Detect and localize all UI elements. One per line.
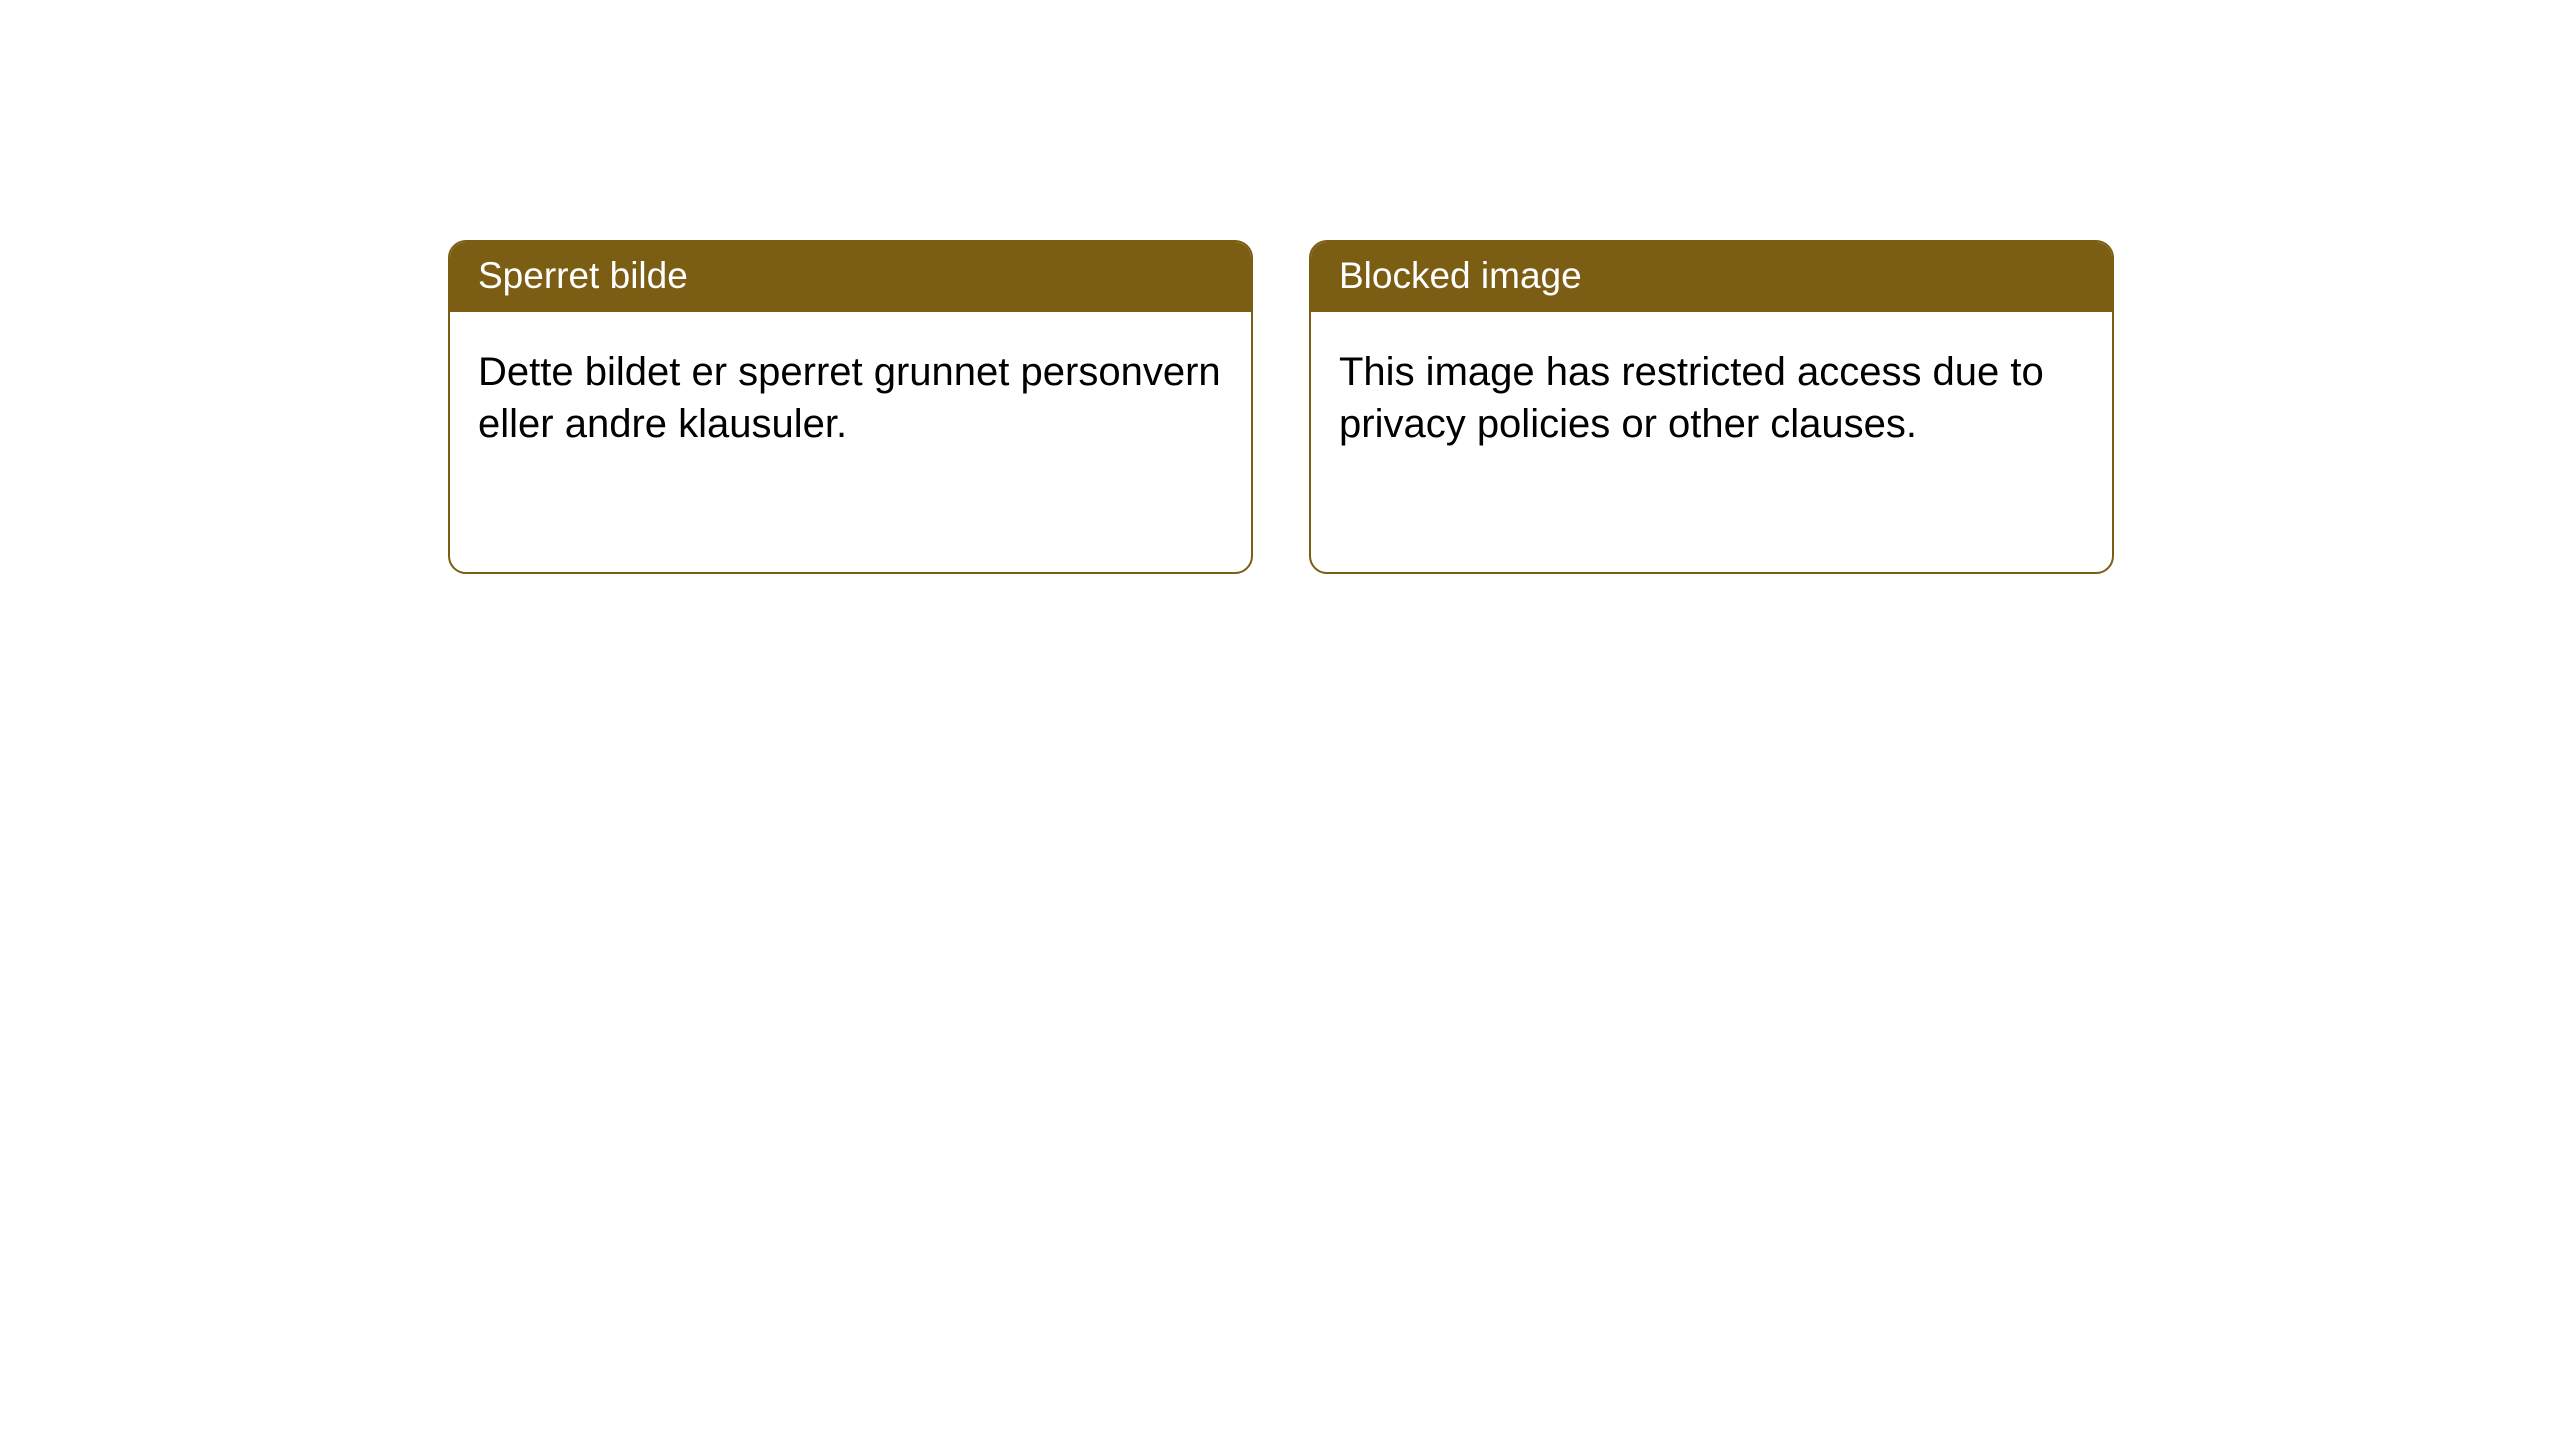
card-header: Sperret bilde — [450, 242, 1251, 312]
notice-card-english: Blocked image This image has restricted … — [1309, 240, 2114, 574]
card-header: Blocked image — [1311, 242, 2112, 312]
card-body: This image has restricted access due to … — [1311, 312, 2112, 484]
notice-card-norwegian: Sperret bilde Dette bildet er sperret gr… — [448, 240, 1253, 574]
card-body: Dette bildet er sperret grunnet personve… — [450, 312, 1251, 484]
notice-container: Sperret bilde Dette bildet er sperret gr… — [0, 0, 2560, 574]
